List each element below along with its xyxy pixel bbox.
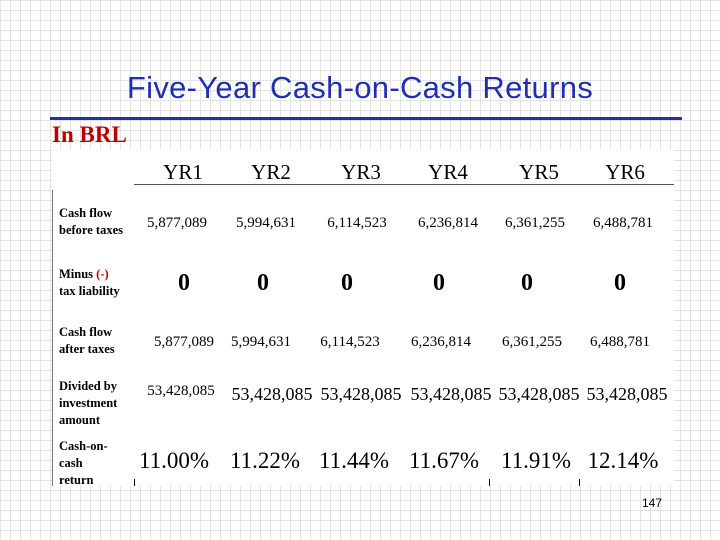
table-cell: 5,994,631 — [231, 334, 291, 350]
row-label-line: Minus (-) — [59, 267, 109, 281]
column-header-yr5: YR5 — [519, 160, 559, 184]
table-cell: 53,428,085 — [410, 384, 492, 404]
table-cell: 0 — [521, 270, 533, 296]
column-tick — [489, 479, 490, 486]
table-cell: 12.14% — [587, 448, 659, 473]
table-cell: 6,236,814 — [411, 334, 471, 350]
row-label-line: cash — [59, 456, 83, 470]
minus-sign: (-) — [96, 267, 109, 281]
row-label-line: Cash flow — [59, 325, 113, 339]
column-header-yr1: YR1 — [163, 160, 203, 184]
table-cell: 11.00% — [138, 448, 210, 473]
column-tick — [134, 479, 135, 486]
table-cell: 6,114,523 — [327, 215, 387, 231]
table-left-border — [52, 190, 53, 486]
row-label-line: Divided by — [59, 379, 118, 393]
returns-table — [52, 150, 674, 486]
title-underline — [50, 117, 682, 120]
row-label-cash-flow-after-taxes: Cash flow after taxes — [59, 324, 115, 358]
column-header-yr4: YR4 — [428, 160, 468, 184]
row-label-line: before taxes — [59, 223, 123, 237]
row-label-cash-on-cash-return: Cash-on- cash return — [59, 438, 108, 489]
page-number: 147 — [642, 496, 663, 510]
row-label-line: investment — [59, 396, 118, 410]
row-label-line: amount — [59, 413, 100, 427]
column-header-yr2: YR2 — [251, 160, 291, 184]
table-cell: 6,361,255 — [502, 334, 562, 350]
row-label-tax-liability: Minus (-) tax liability — [59, 266, 120, 300]
row-label-line: after taxes — [59, 342, 115, 356]
table-cell: 11.22% — [229, 448, 301, 473]
table-cell: 6,361,255 — [505, 215, 565, 231]
column-tick — [579, 479, 580, 486]
table-cell: 53,428,085 — [498, 384, 580, 404]
table-cell: 6,236,814 — [418, 215, 478, 231]
table-cell: 53,428,085 — [586, 384, 668, 404]
table-cell: 53,428,085 — [231, 384, 313, 404]
row-label-cash-flow-before-taxes: Cash flow before taxes — [59, 205, 123, 239]
currency-note: In BRL — [52, 122, 127, 147]
row-label-line: Cash flow — [59, 206, 113, 220]
table-cell: 0 — [178, 270, 190, 296]
table-cell: 11.91% — [500, 448, 572, 473]
table-cell: 6,488,781 — [590, 334, 650, 350]
table-cell: 0 — [614, 270, 626, 296]
table-cell: 5,877,089 — [147, 215, 207, 231]
table-cell: 5,994,631 — [236, 215, 296, 231]
table-cell: 53,428,085 — [147, 383, 215, 399]
table-cell: 0 — [341, 270, 353, 296]
table-cell: 0 — [433, 270, 445, 296]
row-label-line: return — [59, 473, 94, 487]
column-header-yr3: YR3 — [341, 160, 381, 184]
table-cell: 53,428,085 — [320, 384, 402, 404]
table-cell: 11.44% — [318, 448, 390, 473]
slide-title: Five-Year Cash-on-Cash Returns — [126, 70, 594, 105]
header-divider — [134, 184, 674, 185]
row-label-line: Cash-on- — [59, 439, 108, 453]
column-header-yr6: YR6 — [605, 160, 645, 184]
row-label-investment-amount: Divided by investment amount — [59, 378, 117, 429]
table-cell: 6,114,523 — [320, 334, 380, 350]
table-cell: 6,488,781 — [593, 215, 653, 231]
table-cell: 5,877,089 — [154, 334, 214, 350]
row-label-line: tax liability — [59, 284, 120, 298]
table-cell: 0 — [257, 270, 269, 296]
table-cell: 11.67% — [408, 448, 480, 473]
